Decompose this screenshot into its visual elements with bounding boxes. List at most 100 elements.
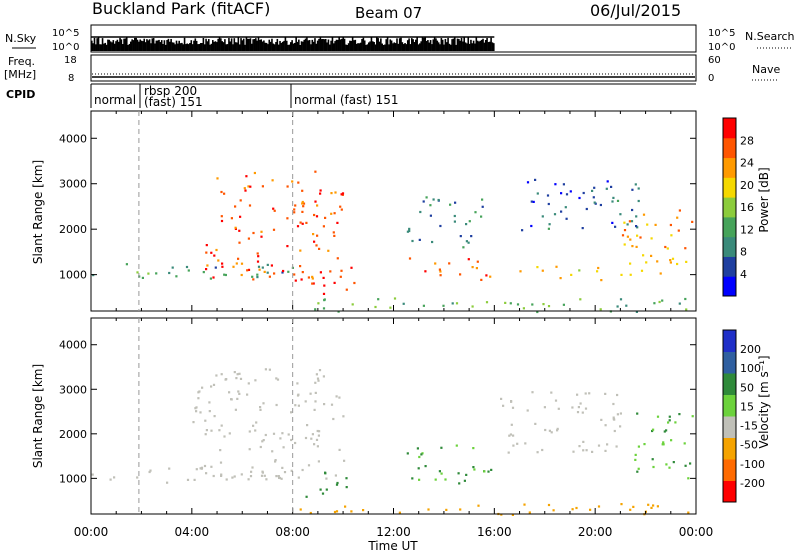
- echo-cell: [237, 390, 240, 393]
- echo-cell: [530, 224, 533, 228]
- echo-cell: [238, 241, 241, 244]
- echo-cell: [645, 261, 648, 264]
- nsky-bar: [389, 39, 392, 51]
- nsky-bar: [362, 37, 365, 51]
- echo-cell: [578, 445, 581, 448]
- colorbar-tick-label: 200: [740, 343, 761, 356]
- echo-cell: [504, 301, 507, 304]
- echo-cell: [418, 238, 421, 241]
- echo-cell: [639, 236, 642, 239]
- echo-cell: [301, 202, 304, 205]
- echo-cell: [208, 410, 211, 413]
- echo-cell: [340, 208, 343, 211]
- colorbar-swatch: [723, 157, 736, 178]
- nsky-bar: [205, 38, 207, 51]
- echo-cell: [596, 270, 599, 273]
- nsky-bar: [346, 44, 349, 51]
- echo-cell: [451, 302, 454, 305]
- echo-cell: [311, 433, 314, 436]
- nsky-bar: [201, 42, 203, 51]
- echo-cell: [234, 408, 237, 411]
- echo-cell: [322, 292, 326, 295]
- nsky-bar: [111, 42, 113, 51]
- colorbar-tick-label: 100: [740, 362, 761, 375]
- nsky-bar: [193, 40, 195, 51]
- echo-cell: [663, 430, 666, 433]
- echo-cell: [273, 209, 276, 212]
- echo-cell: [536, 266, 539, 269]
- echo-cell: [327, 249, 330, 252]
- echo-cell: [294, 441, 297, 445]
- echo-cell: [315, 438, 319, 441]
- nsky-bar: [307, 40, 310, 51]
- nsky-bar: [349, 40, 351, 51]
- echo-cell: [318, 369, 322, 372]
- echo-cell: [516, 303, 520, 306]
- echo-cell: [672, 461, 675, 464]
- nsky-bar: [229, 41, 232, 51]
- echo-cell: [547, 305, 551, 308]
- echo-cell: [541, 448, 544, 452]
- echo-cell: [343, 459, 346, 462]
- nsky-bar: [147, 40, 150, 51]
- nave-tick-top: 60: [708, 55, 721, 66]
- colorbar-swatch: [723, 416, 736, 438]
- nsky-bar: [303, 39, 306, 51]
- nsky-bar: [431, 44, 433, 51]
- echo-cell: [534, 178, 537, 181]
- echo-cell: [664, 245, 667, 249]
- echo-cell: [270, 264, 273, 267]
- echo-cell: [204, 419, 207, 422]
- echo-cell: [564, 206, 567, 209]
- echo-cell: [323, 298, 326, 301]
- nsky-bar: [142, 41, 144, 51]
- nsky-bar: [376, 37, 378, 51]
- nsky-bar: [121, 44, 124, 51]
- echo-cell: [314, 308, 317, 311]
- nsky-bar: [294, 42, 296, 51]
- colorbar-swatch: [723, 236, 736, 257]
- nsky-bar: [331, 37, 334, 51]
- echo-cell: [336, 481, 339, 485]
- nsky-bar: [212, 40, 214, 51]
- echo-cell: [301, 468, 304, 472]
- echo-cell: [665, 463, 668, 466]
- nsky-bar: [242, 38, 245, 51]
- colorbar-tick-label: -200: [740, 477, 765, 490]
- echo-cell: [249, 185, 252, 188]
- echo-cell: [510, 400, 513, 403]
- echo-cell: [637, 199, 640, 203]
- echo-cell: [453, 220, 456, 223]
- colorbar-frame: [722, 329, 737, 503]
- nsky-bar: [482, 38, 484, 51]
- nsky-bar: [108, 39, 111, 51]
- echo-cell: [206, 264, 209, 267]
- echo-cell: [256, 273, 259, 276]
- nsky-bar: [186, 43, 189, 51]
- nsky-bar: [249, 38, 252, 51]
- echo-cell: [445, 508, 448, 511]
- colorbar-tick-label: 28: [740, 134, 754, 147]
- echo-cell: [605, 187, 608, 190]
- nsky-bar: [140, 40, 143, 51]
- nsky-bar: [210, 43, 213, 51]
- echo-cell: [243, 187, 246, 190]
- echo-cell: [299, 221, 302, 224]
- echo-cell: [548, 223, 551, 226]
- echo-cell: [225, 378, 228, 381]
- nsky-bar: [479, 40, 482, 51]
- nsky-bar: [350, 40, 353, 51]
- nsky-bar: [298, 39, 300, 51]
- echo-cell: [323, 403, 326, 406]
- echo-cell: [319, 488, 322, 491]
- echo-cell: [293, 211, 296, 214]
- nsky-bar: [401, 42, 404, 51]
- nsky-bar: [456, 38, 459, 51]
- nsky-bar: [160, 40, 163, 51]
- echo-cell: [422, 200, 425, 203]
- echo-cell: [459, 508, 462, 511]
- echo-cell: [554, 183, 557, 186]
- colorbar-tick-label: -15: [740, 420, 758, 433]
- colorbar-tick-label: 8: [740, 246, 747, 259]
- echo-cell: [291, 180, 294, 183]
